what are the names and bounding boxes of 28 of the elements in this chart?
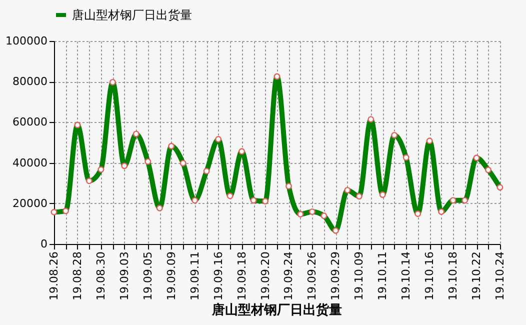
legend-label: 唐山型材钢厂日出货量 [72, 8, 192, 22]
y-tick-label: 80000 [12, 75, 48, 88]
x-tick-label: 19.08.28 [70, 252, 84, 300]
x-tick-label: 19.09.11 [188, 252, 202, 300]
x-tick-label: 19.09.18 [235, 252, 248, 300]
x-tick-label: 19.09.05 [141, 252, 154, 300]
y-tick-label: 60000 [12, 116, 48, 129]
x-tick-label: 19.08.26 [48, 252, 60, 300]
y-tick-label: 100000 [6, 34, 48, 48]
x-tick-label: 19.09.16 [212, 252, 225, 300]
x-tick-label: 19.09.20 [258, 252, 272, 300]
x-tick-label: 19.10.18 [446, 252, 460, 300]
x-tick-label: 19.09.26 [306, 252, 319, 300]
x-tick-label: 19.09.09 [164, 252, 178, 300]
x-tick-label: 19.10.16 [423, 252, 436, 300]
y-tick-label: 40000 [12, 156, 48, 170]
text: 唐山型材钢厂日出货量 [211, 302, 342, 318]
x-tick-label: 19.10.24 [494, 252, 506, 300]
y-tick-label: 20000 [12, 196, 48, 210]
x-tick-label: 19.10.09 [352, 252, 366, 300]
x-tick-label: 19.09.03 [118, 252, 131, 300]
x-tick-label: 19.09.29 [329, 252, 342, 300]
x-tick-label: 19.08.30 [94, 252, 108, 300]
x-tick-label: 19.10.22 [470, 252, 484, 300]
x-tick-label: 19.09.24 [282, 252, 296, 300]
y-tick-label: 0 [40, 238, 48, 250]
x-tick-label: 19.10.11 [376, 252, 390, 300]
x-tick-label: 19.10.14 [400, 252, 413, 300]
